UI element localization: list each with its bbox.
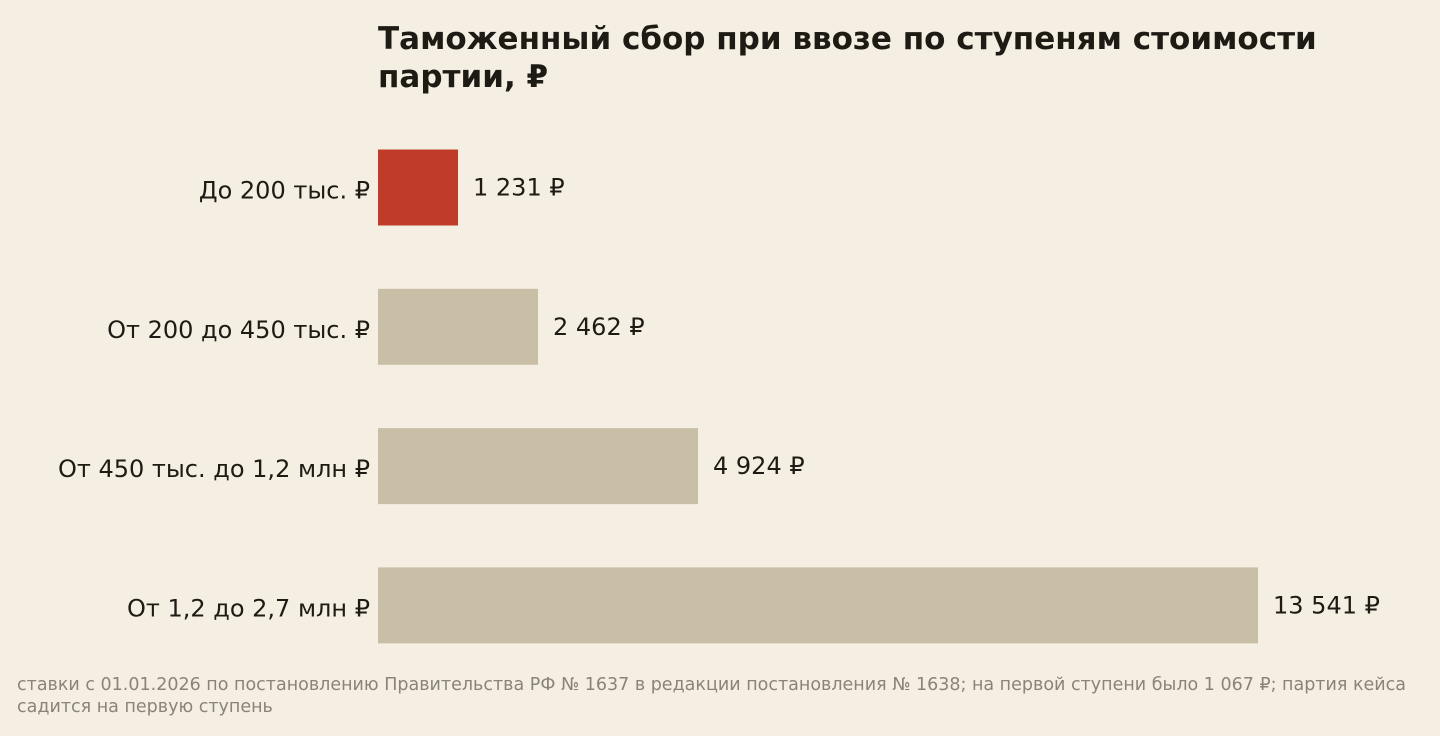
value-labels-group: 1 231 ₽ 2 462 ₽ 4 924 ₽ 13 541 ₽ [473,174,1380,620]
bar [378,149,458,226]
bars-group [378,149,1258,644]
chart-title: Таможенный сбор при ввозе по ступеням ст… [378,21,1317,95]
category-label: От 200 до 450 тыс. ₽ [107,316,370,344]
bar [378,567,1258,644]
category-labels-group: До 200 тыс. ₽ От 200 до 450 тыс. ₽ От 450 … [58,177,370,623]
category-label: От 450 тыс. до 1,2 млн ₽ [58,455,370,483]
value-label: 13 541 ₽ [1273,591,1380,619]
value-label: 2 462 ₽ [553,313,645,341]
category-label: От 1,2 до 2,7 млн ₽ [127,594,370,622]
bar [378,288,538,365]
category-label: До 200 тыс. ₽ [199,177,370,205]
value-label: 4 924 ₽ [713,452,805,480]
value-label: 1 231 ₽ [473,174,565,202]
bar [378,428,698,505]
chart-footnote: ставки с 01.01.2026 по постановлению Пра… [17,675,1407,717]
